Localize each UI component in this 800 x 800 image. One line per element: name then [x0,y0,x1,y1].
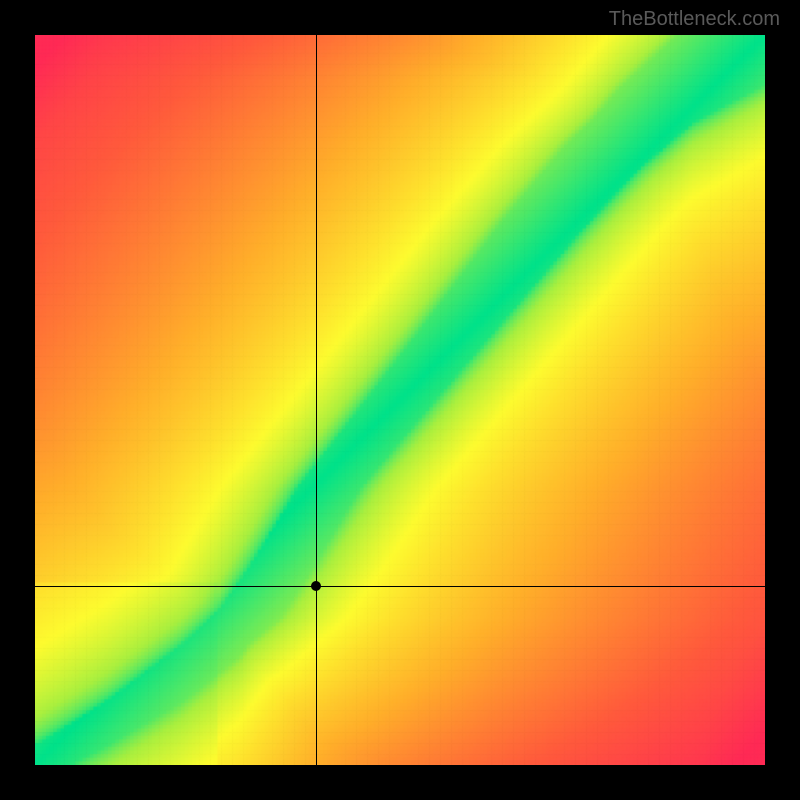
bottleneck-chart [35,35,765,765]
crosshair-vertical [316,35,317,765]
crosshair-horizontal [35,586,765,587]
heatmap-canvas [35,35,765,765]
watermark-text: TheBottleneck.com [609,8,780,31]
cursor-dot [311,581,321,591]
